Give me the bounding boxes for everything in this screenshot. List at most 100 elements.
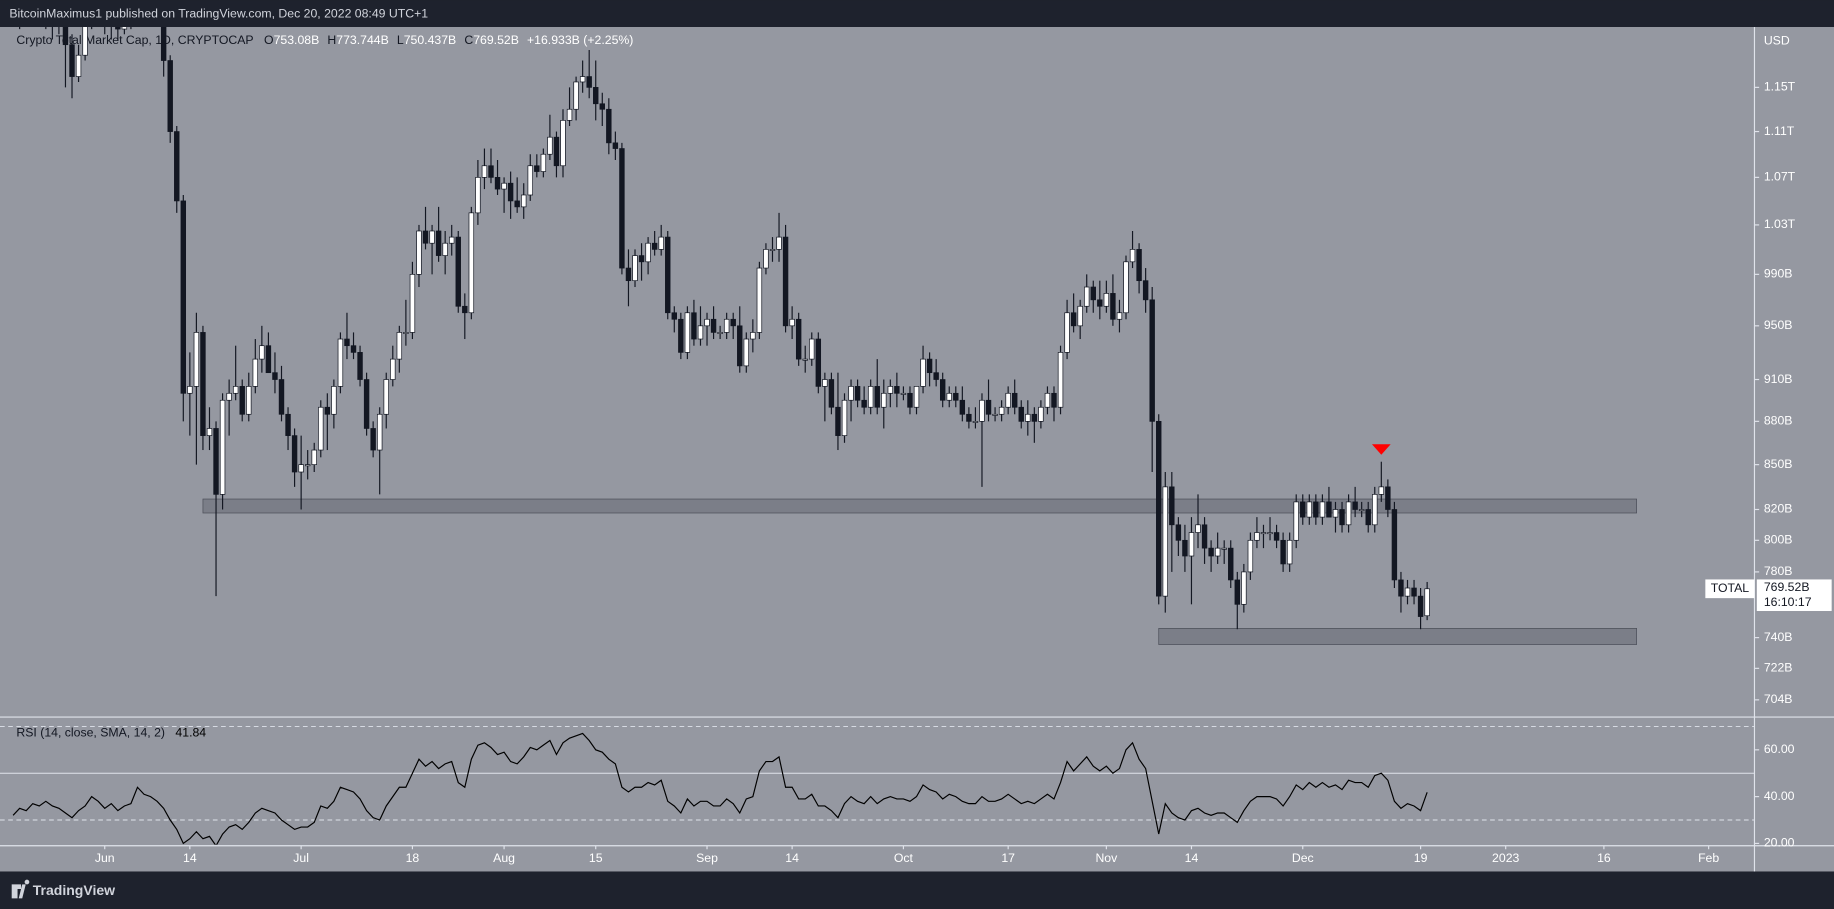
candle-body [1391, 509, 1398, 581]
candle-body [1228, 547, 1234, 581]
y-tick-label: 800B [1764, 533, 1793, 547]
rsi-pane [0, 725, 1755, 845]
candle-body [494, 177, 501, 190]
candle-body [658, 236, 664, 250]
countdown: 16:10:17 [1764, 595, 1812, 609]
candle-body [1424, 588, 1430, 617]
candle-body [743, 338, 750, 367]
x-tick-label: 16 [1597, 851, 1611, 865]
candle-body [599, 103, 605, 110]
candle-body [1358, 509, 1365, 512]
x-tick-label: Jul [293, 851, 309, 865]
x-tick-label: Nov [1095, 851, 1118, 865]
candle-body [429, 230, 435, 244]
ohlc-value: 750.437B [404, 33, 457, 47]
candle-body [841, 399, 848, 436]
candle-body [370, 428, 376, 451]
candle-body [69, 44, 75, 77]
rsi-value: 41.84 [175, 726, 206, 740]
candle-body [809, 338, 815, 360]
candle-body [521, 194, 527, 208]
candle-body [920, 358, 926, 387]
y-tick-label: 950B [1764, 318, 1793, 332]
candle-body [1214, 547, 1221, 557]
candle-body [1057, 352, 1064, 408]
candle-body [115, 26, 121, 30]
candle-body [1365, 509, 1371, 526]
candle-body [468, 212, 475, 314]
candle-body [1417, 595, 1424, 617]
candle-body [1169, 486, 1175, 526]
candle-body [671, 312, 677, 320]
candle-body [1404, 587, 1411, 597]
candle-body [1208, 547, 1214, 557]
candle-body [409, 274, 416, 333]
candle-body [193, 332, 200, 387]
candle-body [828, 379, 835, 408]
footer-brand: TradingView [33, 882, 115, 898]
candle-body [298, 464, 304, 473]
symbol-title: Crypto Total Market Cap, 1D, CRYPTOCAP [16, 33, 253, 47]
candle-body [553, 136, 560, 167]
candle-body [1084, 286, 1090, 307]
candle-body [390, 358, 396, 380]
candle-body [776, 236, 782, 250]
candle-body [1201, 524, 1208, 549]
candle-body [1241, 571, 1247, 605]
candle-body [1313, 501, 1319, 518]
candle-body [1123, 261, 1129, 314]
candle-body [1195, 524, 1201, 533]
candle-body [573, 81, 579, 110]
candle-body [723, 318, 730, 333]
candle-body [645, 242, 651, 263]
candle-body [239, 386, 245, 415]
price-legend: Crypto Total Market Cap, 1D, CRYPTOCAP O… [16, 33, 633, 47]
candle-body [835, 406, 841, 436]
candle-body [376, 413, 383, 451]
candle-body [350, 345, 357, 353]
candle-body [848, 386, 854, 401]
candle-body [1077, 305, 1083, 327]
candle-body [187, 386, 193, 394]
x-tick-label: Oct [894, 851, 914, 865]
candle-body [278, 379, 285, 415]
candle-body [481, 165, 488, 178]
candle-body [534, 165, 540, 172]
candle-body [232, 386, 239, 394]
candle-body [507, 182, 514, 202]
symbol-label: TOTAL [1711, 581, 1750, 595]
candle-body [304, 464, 311, 467]
candle-body [900, 392, 907, 395]
candle-body [789, 318, 795, 327]
candle-body [704, 318, 710, 327]
candle-body [1247, 539, 1254, 573]
candle-body [651, 242, 658, 250]
candle-body [1025, 413, 1031, 422]
candle-body [1103, 293, 1110, 307]
candle-body [514, 200, 520, 208]
support-zone [1158, 628, 1637, 645]
x-tick-label: Jun [95, 851, 115, 865]
candle-body [593, 87, 599, 105]
candle-body [612, 142, 619, 149]
candle-body [416, 230, 422, 275]
candle-body [959, 399, 966, 415]
candle-body [75, 54, 82, 77]
candle-body [121, 26, 128, 30]
candle-body [435, 230, 442, 256]
candle-body [815, 338, 822, 387]
candle-body [1300, 501, 1306, 518]
candle-body [992, 413, 998, 416]
x-tick-label: 19 [1414, 851, 1428, 865]
candle-body [363, 379, 370, 429]
ohlc-value: 753.08B [274, 33, 320, 47]
candle-body [1110, 293, 1116, 320]
candle-body [638, 255, 645, 263]
x-tick-label: 2023 [1492, 851, 1519, 865]
candle-body [344, 338, 350, 347]
rsi-legend: RSI (14, close, SMA, 14, 2) 41.84 [16, 726, 206, 740]
x-tick-label: 14 [183, 851, 197, 865]
candle-body [1273, 532, 1280, 541]
candle-body [1339, 509, 1345, 526]
